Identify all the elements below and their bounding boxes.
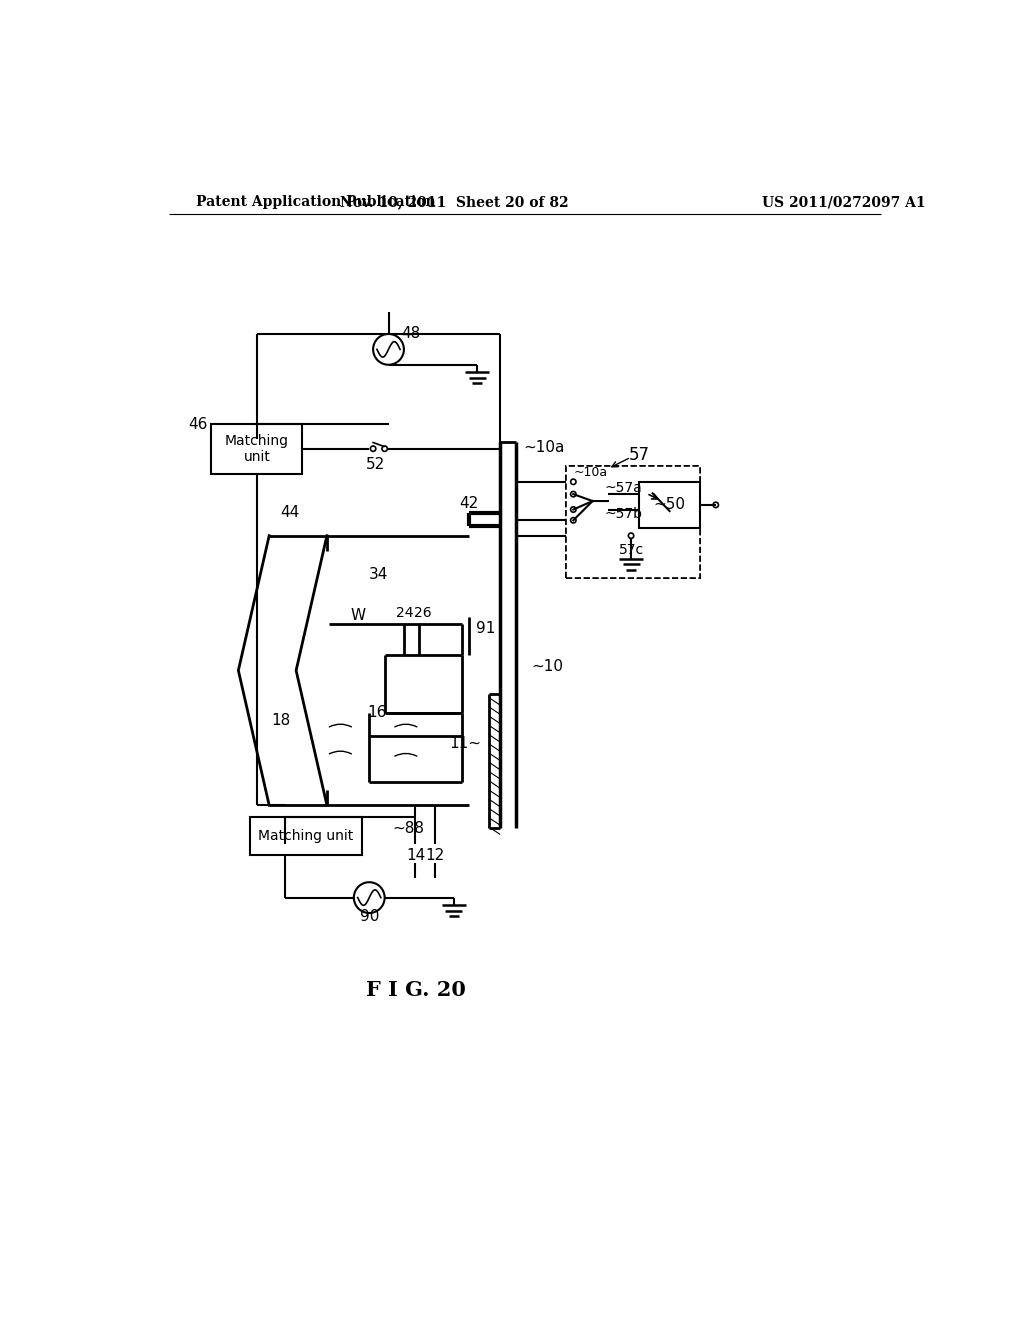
Text: 90: 90	[359, 909, 379, 924]
Text: 26: 26	[414, 606, 431, 619]
Bar	[639, 482, 700, 528]
Bar	[211, 424, 302, 474]
Text: 24: 24	[396, 606, 414, 619]
Text: 44: 44	[281, 506, 300, 520]
Text: F I G. 20: F I G. 20	[366, 979, 465, 1001]
Text: 52: 52	[366, 457, 385, 473]
Circle shape	[570, 507, 577, 512]
Text: ~10: ~10	[531, 659, 563, 675]
Text: 48: 48	[401, 326, 421, 342]
Text: Matching unit: Matching unit	[258, 829, 353, 843]
Text: Matching
unit: Matching unit	[225, 433, 289, 463]
Text: 46: 46	[188, 417, 208, 432]
Text: Nov. 10, 2011  Sheet 20 of 82: Nov. 10, 2011 Sheet 20 of 82	[340, 195, 568, 210]
Bar	[250, 817, 361, 855]
Text: ~57b: ~57b	[604, 507, 642, 521]
Circle shape	[382, 446, 387, 451]
Text: 14: 14	[406, 847, 425, 863]
Circle shape	[570, 479, 577, 484]
Bar	[565, 466, 700, 578]
Circle shape	[570, 491, 577, 496]
Bar	[565, 466, 700, 578]
Text: W: W	[350, 607, 366, 623]
Circle shape	[713, 502, 719, 508]
Circle shape	[371, 446, 376, 451]
Text: 42: 42	[460, 496, 479, 511]
Text: 11~: 11~	[449, 737, 481, 751]
Text: ~10a: ~10a	[523, 440, 564, 454]
Text: Patent Application Publication: Patent Application Publication	[196, 195, 435, 210]
Text: 12: 12	[425, 847, 444, 863]
Text: ~88: ~88	[392, 821, 424, 836]
Circle shape	[629, 533, 634, 539]
Text: ~50: ~50	[653, 498, 685, 512]
Text: 34: 34	[370, 566, 389, 582]
Text: 57: 57	[629, 446, 649, 463]
Text: 18: 18	[271, 713, 291, 729]
Text: 16: 16	[368, 705, 387, 721]
Text: ~57a: ~57a	[604, 480, 642, 495]
Text: US 2011/0272097 A1: US 2011/0272097 A1	[762, 195, 926, 210]
Text: ~10a: ~10a	[573, 466, 607, 479]
Text: 91: 91	[475, 620, 495, 636]
Circle shape	[570, 517, 577, 523]
Text: 57c: 57c	[618, 543, 644, 557]
